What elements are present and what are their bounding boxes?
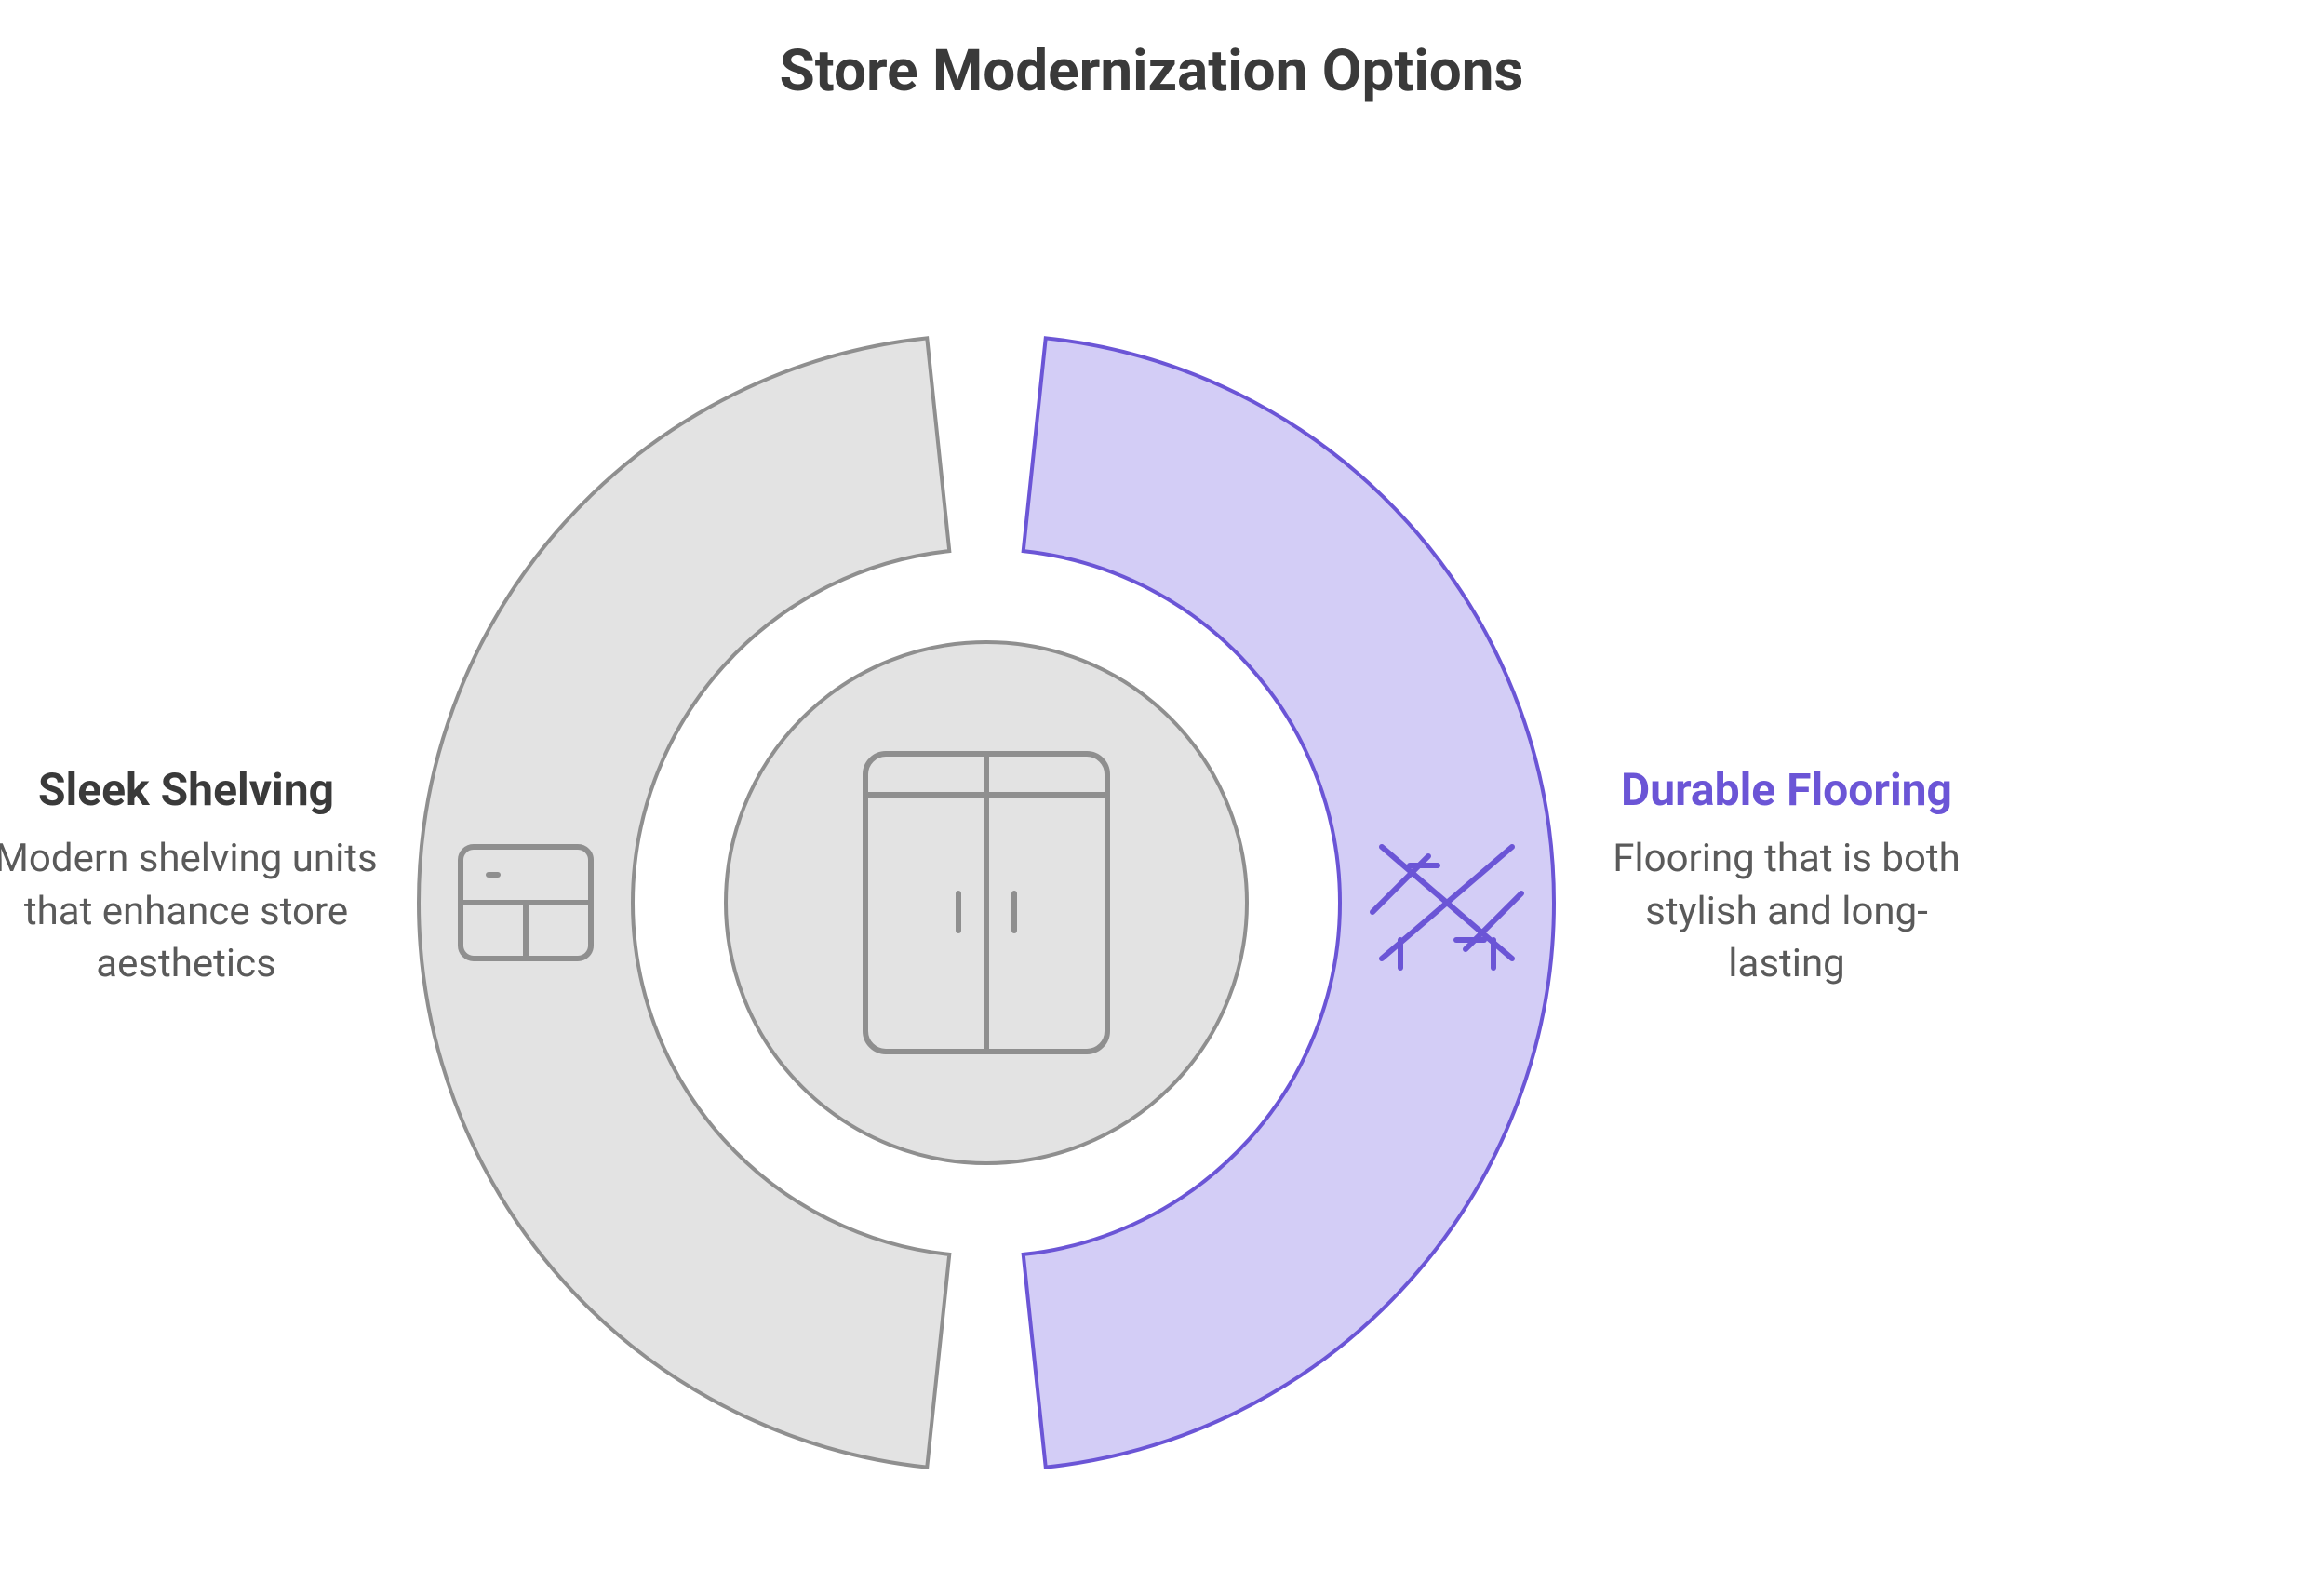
left-label-heading: Sleek Shelving bbox=[0, 763, 382, 816]
left-label-sub: Modern shelving units that enhance store… bbox=[0, 833, 382, 991]
left-label-block: Sleek Shelving Modern shelving units tha… bbox=[0, 763, 382, 991]
right-label-heading: Durable Flooring bbox=[1591, 763, 1982, 816]
right-label-sub: Flooring that is both stylish and long-l… bbox=[1591, 833, 1982, 991]
right-label-block: Durable Flooring Flooring that is both s… bbox=[1591, 763, 1982, 991]
diagram-stage: Store Modernization Options Sleek Shelvi… bbox=[0, 0, 2303, 1596]
